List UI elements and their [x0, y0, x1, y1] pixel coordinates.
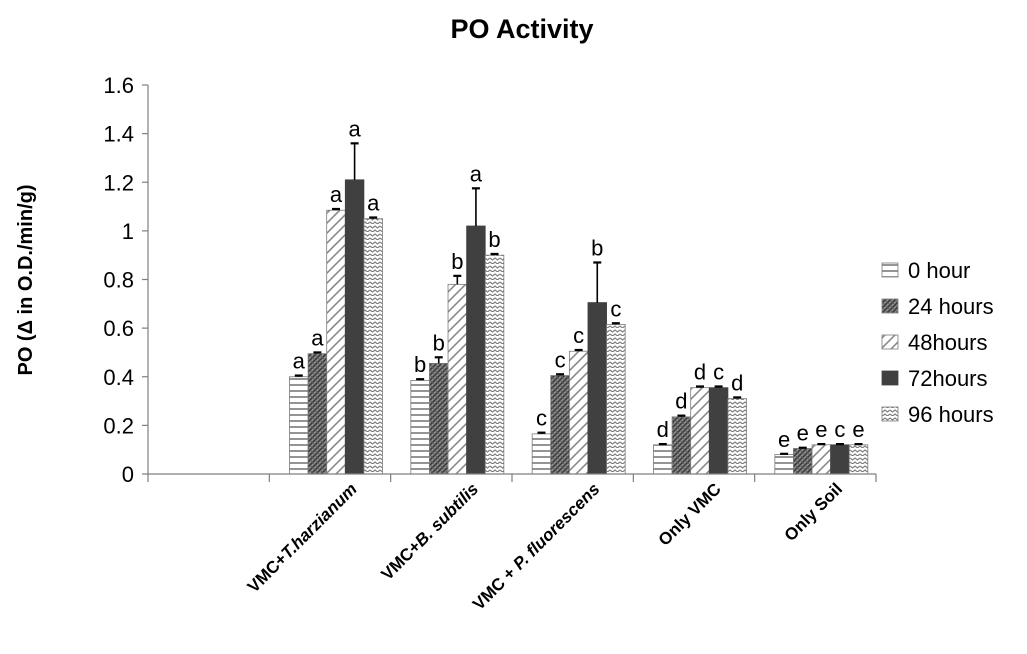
- x-category-label: Only Soil: [781, 479, 847, 545]
- y-tick-label: 0.4: [103, 365, 134, 390]
- bar-24-hours: [793, 448, 813, 475]
- bar-0-hour: [774, 454, 794, 475]
- bar-72hours: [830, 444, 850, 475]
- bar-24-hours: [671, 416, 692, 475]
- x-category-label: VMC+T.harzianum: [244, 479, 361, 596]
- significance-letter: a: [348, 116, 361, 141]
- legend-swatch: [881, 262, 899, 278]
- significance-letter: e: [797, 421, 809, 446]
- bar-0-hour: [410, 379, 430, 475]
- bar-96-hours: [606, 324, 626, 475]
- bar-0-hour: [289, 376, 309, 475]
- significance-letter: c: [555, 347, 566, 372]
- chart-title: PO Activity: [450, 14, 593, 44]
- bar-96-hours: [727, 398, 747, 475]
- y-tick-label: 1.2: [103, 170, 134, 195]
- y-tick-label: 0.6: [103, 316, 134, 341]
- y-tick-label: 0: [122, 462, 134, 487]
- bar-72hours: [344, 179, 365, 475]
- y-tick-label: 0.2: [103, 413, 134, 438]
- x-category-label: Only VMC: [655, 479, 725, 549]
- bar-24-hours: [429, 362, 449, 475]
- significance-letter: b: [591, 235, 603, 260]
- legend-label: 0 hour: [908, 258, 970, 283]
- y-tick-label: 1: [122, 219, 134, 244]
- significance-letter: a: [311, 325, 324, 350]
- legend-label: 96 hours: [908, 402, 994, 427]
- bar-72hours: [708, 387, 729, 475]
- bar-0-hour: [653, 444, 673, 475]
- bar-0-hour: [531, 433, 552, 475]
- significance-letter: b: [451, 249, 463, 274]
- y-tick-label: 1.4: [103, 122, 134, 147]
- legend-swatch: [881, 370, 899, 386]
- bar-48hours: [568, 350, 589, 475]
- legend-label: 24 hours: [908, 294, 994, 319]
- bar-96-hours: [363, 218, 383, 475]
- y-axis-label: PO (Δ in O.D./min/g): [15, 184, 37, 375]
- axes: [147, 85, 877, 482]
- significance-letter: e: [852, 417, 864, 442]
- significance-letter: c: [573, 323, 584, 348]
- legend-swatch: [881, 298, 899, 314]
- legend: 0 hour 24 hours 48hours 72hours 96 hours: [881, 258, 994, 427]
- bar-96-hours: [848, 444, 869, 475]
- bar-48hours: [811, 444, 832, 475]
- bar-48hours: [326, 209, 346, 475]
- bar-48hours: [447, 283, 468, 475]
- bar-96-hours: [484, 254, 505, 475]
- significance-letter: e: [815, 417, 827, 442]
- significance-letter: e: [778, 427, 790, 452]
- bar-24-hours: [307, 353, 328, 475]
- y-axis: 0 0.2 0.4 0.6 0.8 1 1.2 1.4 1.6: [103, 73, 148, 487]
- significance-letter: c: [713, 359, 724, 384]
- legend-label: 48hours: [908, 330, 988, 355]
- bar-48hours: [690, 387, 710, 475]
- significance-letter: b: [433, 330, 445, 355]
- significance-letter: d: [657, 417, 669, 442]
- significance-letter: a: [293, 349, 306, 374]
- legend-label: 72hours: [908, 366, 988, 391]
- significance-letter: c: [610, 296, 621, 321]
- significance-letter: d: [675, 389, 687, 414]
- significance-letter: b: [488, 227, 500, 252]
- y-tick-label: 1.6: [103, 73, 134, 98]
- significance-letter: a: [330, 182, 343, 207]
- significance-letter: b: [414, 352, 426, 377]
- significance-letter: d: [731, 370, 743, 395]
- significance-letter: d: [694, 359, 706, 384]
- significance-letter: a: [367, 191, 380, 216]
- bar-72hours: [466, 225, 486, 475]
- x-category-label: VMC+B. subtilis: [378, 479, 483, 584]
- significance-letter: c: [834, 417, 845, 442]
- significance-letter: c: [536, 406, 547, 431]
- x-category-label: VMC + P. fluorescens: [469, 479, 603, 613]
- bar-24-hours: [550, 375, 570, 475]
- significance-letter: a: [470, 161, 483, 186]
- bar-72hours: [587, 302, 607, 475]
- legend-swatch: [881, 334, 899, 350]
- y-tick-label: 0.8: [103, 268, 134, 293]
- legend-swatch: [881, 406, 899, 422]
